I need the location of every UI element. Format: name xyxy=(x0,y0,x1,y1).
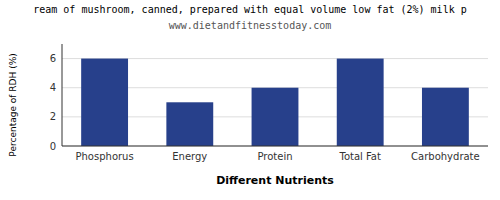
title: ream of mushroom, canned, prepared with … xyxy=(33,4,466,15)
bar xyxy=(337,59,384,146)
y-tick-label: 6 xyxy=(50,53,56,64)
bars xyxy=(81,59,469,146)
subtitle: www.dietandfitnesstoday.com xyxy=(169,20,332,31)
bar xyxy=(166,102,213,146)
bar xyxy=(81,59,128,146)
bar xyxy=(252,88,299,146)
chart: ream of mushroom, canned, prepared with … xyxy=(0,0,500,200)
grid-line xyxy=(62,146,488,147)
y-tick-label: 0 xyxy=(50,141,56,152)
x-tick-label: Energy xyxy=(172,151,207,162)
x-axis-label: Different Nutrients xyxy=(216,174,334,187)
bar xyxy=(422,88,469,146)
y-tick-label: 2 xyxy=(50,111,56,122)
x-tick-label: Total Fat xyxy=(338,151,380,162)
x-tick-label: Protein xyxy=(257,151,292,162)
page: {"chart_data": {"type": "bar", "title": … xyxy=(0,0,500,200)
y-axis-label: Percentage of RDH (%) xyxy=(8,53,18,156)
y-axis-line xyxy=(62,44,63,146)
x-axis-line xyxy=(62,146,488,147)
x-tick-label: Carbohydrate xyxy=(411,151,480,162)
x-tick-label: Phosphorus xyxy=(76,151,134,162)
chart-container: ream of mushroom, canned, prepared with … xyxy=(0,0,500,200)
y-tick-label: 4 xyxy=(50,82,56,93)
grid xyxy=(62,59,488,146)
